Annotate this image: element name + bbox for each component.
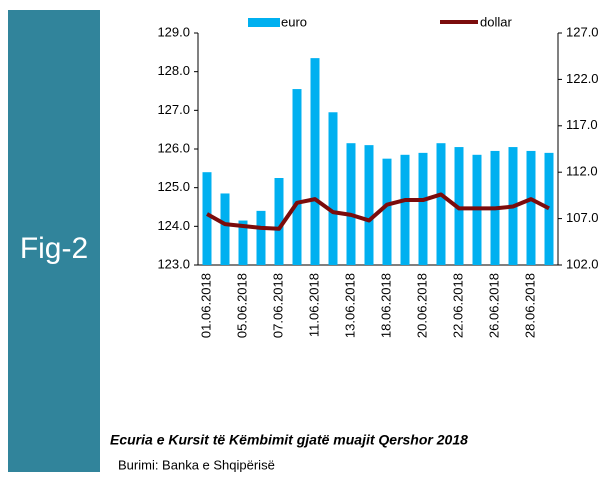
y2-tick-label: 112.0 <box>566 164 598 179</box>
x-tick-label: 11.06.2018 <box>306 273 321 337</box>
x-tick-label: 18.06.2018 <box>378 273 393 338</box>
bar <box>436 143 446 265</box>
y-tick-label: 126.0 <box>157 140 190 155</box>
x-tick-label: 07.06.2018 <box>270 273 285 338</box>
bar <box>310 58 320 266</box>
legend-label: dollar <box>480 14 512 29</box>
x-tick-label: 26.06.2018 <box>486 273 501 338</box>
bar <box>418 152 428 265</box>
bar <box>292 89 302 265</box>
x-tick-label: 28.06.2018 <box>522 273 537 338</box>
x-tick-label: 13.06.2018 <box>342 273 357 338</box>
line <box>206 192 550 231</box>
y2-tick-label: 107.0 <box>566 210 599 225</box>
source: Burimi: Banka e Shqipërisë <box>118 457 275 472</box>
y2-tick-label: 127.0 <box>566 24 599 39</box>
x-tick-label: 05.06.2018 <box>234 273 249 338</box>
y-tick-label: 129.0 <box>157 24 190 39</box>
y-tick-label: 125.0 <box>157 179 190 194</box>
bar <box>346 143 356 265</box>
legend-swatch <box>248 18 280 27</box>
x-tick-label: 01.06.2018 <box>198 273 213 338</box>
x-tick-label: 20.06.2018 <box>414 273 429 338</box>
bar <box>526 150 536 265</box>
x-tick-label: 22.06.2018 <box>450 273 465 338</box>
bar <box>544 152 554 265</box>
y2-tick-label: 117.0 <box>566 117 598 132</box>
bar <box>328 112 338 266</box>
sidebar <box>8 10 100 472</box>
bar <box>220 193 230 265</box>
y2-tick-label: 102.0 <box>566 256 599 271</box>
bar <box>400 154 410 265</box>
y-tick-label: 127.0 <box>157 102 190 117</box>
bar <box>202 172 212 265</box>
y-tick-label: 128.0 <box>157 63 190 78</box>
sidebar-label: Fig-2 <box>20 232 88 265</box>
bar <box>364 145 374 265</box>
bar <box>274 178 284 265</box>
bar <box>256 210 266 265</box>
y-tick-label: 124.0 <box>157 218 190 233</box>
bar <box>382 158 392 265</box>
y2-tick-label: 122.0 <box>566 71 599 86</box>
caption: Ecuria e Kursit të Këmbimit gjatë muajit… <box>110 432 468 448</box>
bar <box>238 220 248 265</box>
legend-label: euro <box>281 14 307 29</box>
y-tick-label: 123.0 <box>157 256 190 271</box>
